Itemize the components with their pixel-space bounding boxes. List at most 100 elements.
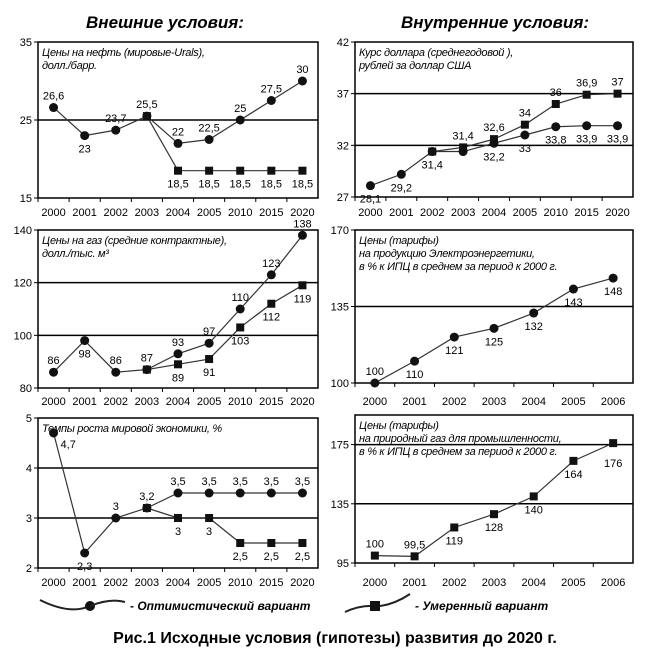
chart-title: Цены (тарифы)	[359, 235, 439, 247]
x-tick-label: 2004	[166, 396, 190, 408]
data-point-square	[205, 355, 214, 364]
x-tick-label: 2001	[389, 207, 413, 219]
data-label: 2,5	[264, 551, 279, 563]
data-label: 91	[203, 367, 215, 379]
data-point-circle	[266, 96, 276, 105]
data-label: 110	[231, 292, 249, 304]
x-tick-label: 2002	[420, 207, 444, 219]
y-tick-label: 100	[14, 330, 32, 342]
data-label: 3,5	[170, 476, 185, 488]
data-label: 18,5	[230, 179, 251, 191]
data-label: 132	[525, 321, 543, 333]
data-point-circle	[520, 130, 530, 140]
x-tick-label: 2000	[363, 577, 387, 589]
y-tick-label: 5	[26, 413, 32, 425]
data-point-square	[236, 539, 245, 547]
plot-frame	[354, 41, 634, 198]
data-label: 37	[611, 77, 623, 89]
chart-title: на природный газ для промышленности,	[359, 433, 561, 445]
x-tick-label: 2010	[228, 577, 252, 589]
data-point-circle	[111, 367, 121, 377]
data-point-square	[142, 365, 151, 374]
data-label: 27,5	[261, 84, 282, 96]
data-label: 164	[564, 469, 582, 481]
data-point-circle	[235, 304, 245, 314]
y-tick-label: 120	[14, 278, 32, 290]
data-label: 30	[296, 64, 308, 76]
data-point-circle	[266, 270, 276, 280]
y-tick-label: 3	[26, 513, 32, 525]
legend-optimistic-label: - Оптимистический вариант	[130, 599, 311, 613]
chart-title: рублей за доллар США	[358, 60, 471, 72]
chart-title: Темпы роста мировой экономики, %	[42, 423, 222, 435]
data-label: 33,8	[545, 135, 566, 147]
data-label: 110	[406, 369, 424, 381]
data-point-circle	[568, 284, 578, 294]
y-tick-label: 95	[337, 558, 349, 570]
data-point-circle	[529, 308, 539, 318]
data-point-square	[298, 281, 307, 290]
legend-optimistic-line-tail	[89, 599, 126, 607]
data-label: 123	[262, 258, 280, 270]
data-point-square	[267, 166, 276, 175]
data-point-square	[370, 551, 379, 560]
chart-title: долл./барр.	[42, 60, 97, 72]
data-label: 3,5	[295, 476, 310, 488]
data-label: 2,3	[77, 561, 92, 573]
data-point-circle	[80, 548, 90, 558]
x-tick-label: 2005	[561, 577, 585, 589]
x-tick-label: 2004	[166, 207, 190, 219]
data-point-square	[490, 135, 498, 144]
data-point-square	[569, 456, 578, 465]
data-point-circle	[365, 181, 375, 191]
chart-gastariff: 95 135 175 2000 2001 2002 2003 2004 2005 2006 Цены…	[331, 414, 634, 589]
data-point-square	[236, 323, 245, 332]
y-tick-label: 4	[26, 463, 32, 475]
x-tick-label: 2010	[228, 207, 252, 219]
data-point-circle	[489, 323, 499, 333]
y-tick-label: 2	[26, 563, 32, 575]
data-label: 18,5	[261, 179, 282, 191]
data-label: 23	[79, 144, 91, 156]
y-tick-label: 35	[20, 37, 32, 49]
x-tick-label: 2001	[72, 577, 96, 589]
x-tick-label: 2005	[197, 577, 221, 589]
x-tick-label: 2005	[197, 396, 221, 408]
x-tick-label: 2004	[521, 396, 545, 408]
data-point-circle	[111, 513, 121, 523]
data-label: 36	[550, 87, 562, 99]
data-label: 3,2	[139, 491, 154, 503]
data-point-square	[174, 360, 182, 369]
series-line-1	[146, 115, 303, 172]
chart-title: долл./тыс. м³	[42, 248, 109, 260]
data-point-circle	[173, 488, 183, 498]
data-point-circle	[80, 131, 90, 141]
x-tick-label: 2004	[482, 207, 506, 219]
x-tick-label: 2005	[197, 207, 221, 219]
y-tick-label: 25	[20, 115, 32, 127]
data-point-square	[582, 90, 591, 99]
data-point-circle	[204, 338, 214, 348]
data-point-square	[520, 120, 529, 129]
x-tick-label: 2001	[402, 577, 426, 589]
data-label: 143	[564, 297, 582, 309]
chart-title: Цены на нефть (мировые-Urals),	[42, 47, 205, 59]
x-tick-label: 2000	[41, 396, 65, 408]
data-point-square	[142, 112, 151, 121]
chart-growth: 2 3 4 5 2000 2001 2002 2003 2004 2005 2010 2015 2020…	[26, 413, 319, 589]
y-tick-label: 80	[20, 383, 32, 395]
data-point-circle	[173, 349, 183, 359]
x-tick-label: 2010	[544, 207, 568, 219]
data-point-square	[490, 510, 498, 519]
series-line-1	[146, 507, 303, 544]
data-label: 3,5	[201, 476, 216, 488]
data-label: 25	[234, 103, 246, 115]
data-label: 31,4	[452, 130, 473, 142]
y-tick-label: 37	[337, 89, 349, 101]
data-point-square	[174, 514, 182, 522]
data-point-circle	[204, 488, 214, 498]
data-label: 86	[110, 355, 122, 367]
plot-frame	[37, 229, 319, 389]
y-tick-label: 135	[331, 499, 349, 511]
